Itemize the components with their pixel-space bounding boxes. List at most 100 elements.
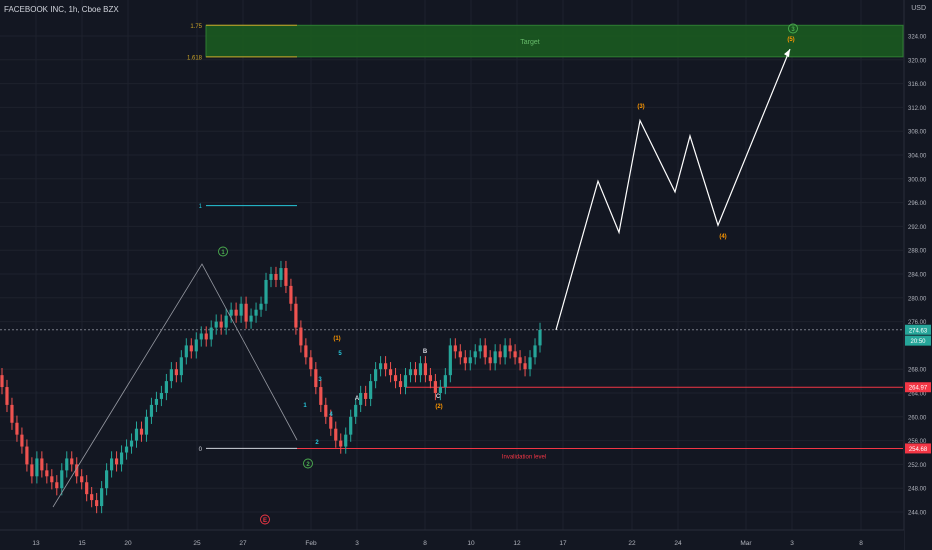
candle-body bbox=[149, 404, 154, 417]
wave-label: (3) bbox=[637, 104, 644, 110]
time-tick-label: 8 bbox=[423, 540, 427, 547]
fib-level-label: 1.75 bbox=[190, 24, 202, 30]
time-tick-label: 3 bbox=[790, 540, 794, 547]
candle-body bbox=[194, 339, 198, 352]
candle-body bbox=[254, 309, 258, 316]
price-tick-label: 268.00 bbox=[908, 368, 927, 374]
price-tick-label: 252.00 bbox=[908, 463, 927, 469]
time-tick-label: 22 bbox=[628, 540, 636, 547]
candle-body bbox=[314, 369, 318, 388]
candle-body bbox=[443, 375, 447, 388]
candle-body bbox=[95, 500, 99, 507]
price-badge bbox=[905, 324, 931, 335]
time-tick-label: 20 bbox=[124, 540, 132, 547]
invalidation-label: Invalidation level bbox=[502, 454, 546, 460]
time-tick-label: 10 bbox=[467, 540, 475, 547]
candle-body bbox=[244, 303, 248, 322]
candle-body bbox=[15, 422, 19, 435]
wave-label-circle bbox=[260, 514, 270, 525]
time-tick-label: 8 bbox=[859, 540, 863, 547]
candle-body bbox=[219, 321, 223, 328]
wave-label: 3 bbox=[791, 27, 795, 33]
wave-label: 4 bbox=[329, 412, 333, 418]
candle-body bbox=[65, 458, 69, 471]
candle-body bbox=[528, 357, 532, 370]
candle-body bbox=[344, 434, 348, 447]
candle-body bbox=[324, 404, 328, 417]
price-tick-label: 244.00 bbox=[908, 511, 927, 517]
candle-body bbox=[523, 363, 527, 370]
candle-body bbox=[388, 369, 393, 376]
projection-arrow bbox=[784, 49, 790, 58]
price-tick-label: 256.00 bbox=[908, 439, 927, 445]
projection-path bbox=[555, 48, 791, 331]
candle-body bbox=[159, 393, 164, 399]
candle-body bbox=[20, 434, 24, 447]
candle-body bbox=[249, 315, 253, 322]
candle-body bbox=[169, 369, 173, 382]
candle-body bbox=[124, 446, 129, 453]
candle-body bbox=[488, 357, 492, 364]
candle-body bbox=[508, 345, 512, 352]
wave-label: 3 bbox=[318, 377, 322, 383]
wave-label: 2 bbox=[306, 462, 310, 468]
wave-label: E bbox=[263, 518, 267, 524]
candle-body bbox=[418, 363, 423, 376]
candle-body bbox=[518, 357, 522, 364]
candle-body bbox=[214, 321, 218, 328]
time-axis[interactable]: 13 15 20 25 27 Feb 3 8 10 12 17 22 24 Mar 3 8 bbox=[0, 529, 904, 550]
candle-body bbox=[60, 470, 64, 489]
wave-drawing bbox=[52, 263, 298, 508]
candle-body bbox=[319, 387, 323, 405]
candle-body bbox=[453, 345, 457, 352]
candle-body bbox=[428, 375, 433, 382]
candle-body bbox=[383, 363, 388, 370]
candle-body bbox=[478, 345, 482, 352]
candle-body bbox=[458, 351, 462, 358]
candle-body bbox=[50, 476, 54, 483]
price-tick-label: 304.00 bbox=[908, 154, 927, 160]
wave-label: C bbox=[436, 394, 441, 400]
candle-body bbox=[239, 303, 243, 316]
candle-body bbox=[503, 345, 507, 358]
price-axis[interactable]: 244.00 248.00 252.00 256.00 260.00 264.00 268.… bbox=[903, 0, 932, 550]
currency-label: USD bbox=[911, 5, 926, 12]
candle-body bbox=[164, 381, 168, 393]
price-badge bbox=[905, 443, 931, 454]
price-tick-label: 248.00 bbox=[908, 487, 927, 493]
candle-body bbox=[119, 452, 124, 465]
candle-body bbox=[204, 333, 208, 340]
price-tick-label: 284.00 bbox=[908, 273, 927, 279]
price-tick-label: 276.00 bbox=[908, 320, 927, 326]
price-tick-label: 280.00 bbox=[908, 296, 927, 302]
projection-line bbox=[555, 48, 791, 331]
candle-body bbox=[378, 363, 383, 370]
candle-body bbox=[259, 303, 263, 310]
price-badge-label: 254.68 bbox=[909, 447, 928, 453]
time-tick-label: 25 bbox=[193, 540, 201, 547]
price-tick-label: 316.00 bbox=[908, 82, 927, 88]
candle-body bbox=[483, 345, 487, 358]
candle-body bbox=[30, 464, 34, 477]
price-badge-label: 264.97 bbox=[909, 386, 928, 392]
time-tick-label: Feb bbox=[305, 540, 317, 547]
candle-body bbox=[354, 404, 358, 417]
target-label: Target bbox=[520, 39, 540, 46]
candle-body bbox=[289, 285, 293, 304]
price-tick-label: 264.00 bbox=[908, 392, 927, 398]
wave-label: B bbox=[423, 349, 428, 355]
candle-body bbox=[40, 458, 44, 471]
candle-body bbox=[398, 381, 403, 388]
candle-body bbox=[473, 351, 477, 358]
candle-body bbox=[369, 381, 373, 399]
price-tick-label: 324.00 bbox=[908, 35, 927, 41]
candle-body bbox=[10, 404, 14, 423]
candle-body bbox=[105, 470, 109, 489]
fib-level-label: 1.618 bbox=[187, 55, 203, 61]
wave-labels: 1 2 3 E 1 2 3 4 5 A B C (1) (2) (3) (4) (5) bbox=[218, 23, 798, 525]
target-zone-box bbox=[205, 24, 904, 58]
candle-body bbox=[269, 274, 273, 280]
wave-label-circle bbox=[218, 246, 228, 257]
price-badge-label: 20:50 bbox=[910, 339, 926, 345]
